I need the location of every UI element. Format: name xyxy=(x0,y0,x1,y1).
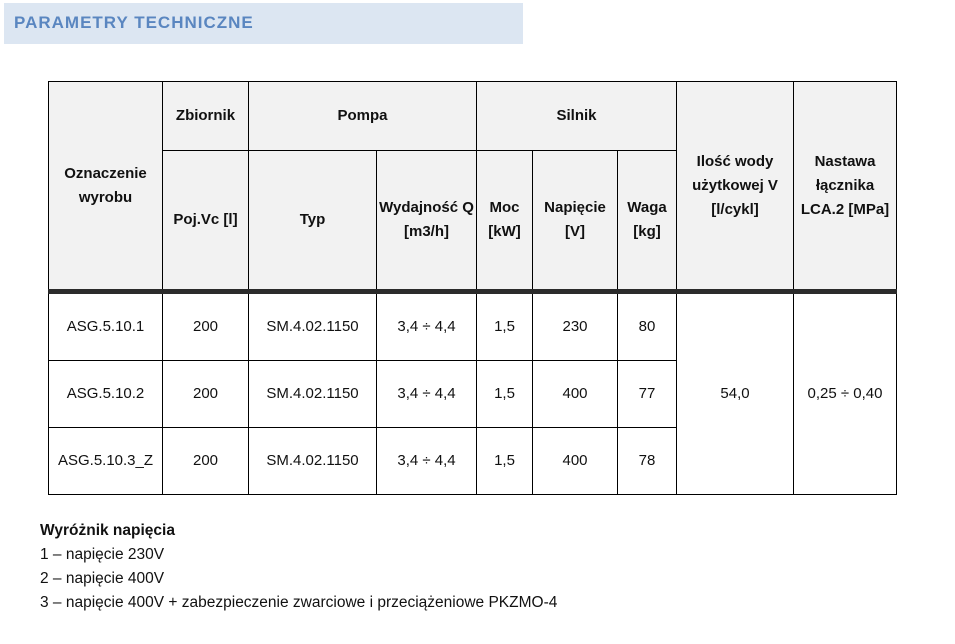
cell-switch: 0,25 ÷ 0,40 xyxy=(793,289,897,495)
cell-capacity: 200 xyxy=(162,360,249,428)
legend-title: Wyróżnik napięcia xyxy=(40,522,175,539)
header-voltage: Napięcie [V] xyxy=(532,150,618,292)
cell-power: 1,5 xyxy=(476,289,533,361)
legend-item: 2 – napięcie 400V xyxy=(40,570,165,587)
cell-water: 54,0 xyxy=(676,289,794,495)
cell-capacity: 200 xyxy=(162,427,249,495)
cell-type: SM.4.02.1150 xyxy=(248,427,377,495)
header-pump: Pompa xyxy=(248,81,477,151)
technical-parameters-table: Oznaczenie wyrobu Zbiornik Pompa Silnik … xyxy=(48,81,897,495)
header-switch: Nastawa łącznika LCA.2 [MPa] xyxy=(793,81,897,292)
header-tank: Zbiornik xyxy=(162,81,249,151)
cell-voltage: 400 xyxy=(532,360,618,428)
cell-voltage: 400 xyxy=(532,427,618,495)
section-title: PARAMETRY TECHNICZNE xyxy=(14,13,254,32)
cell-weight: 78 xyxy=(617,427,677,495)
table-row: ASG.5.10.2 200 SM.4.02.1150 3,4 ÷ 4,4 1,… xyxy=(48,360,897,428)
legend-item: 1 – napięcie 230V xyxy=(40,546,165,563)
cell-voltage: 230 xyxy=(532,289,618,361)
header-motor: Silnik xyxy=(476,81,677,151)
cell-weight: 77 xyxy=(617,360,677,428)
cell-output: 3,4 ÷ 4,4 xyxy=(376,427,477,495)
header-pump-output: Wydajność Q [m3/h] xyxy=(376,150,477,292)
cell-power: 1,5 xyxy=(476,427,533,495)
header-pump-type: Typ xyxy=(248,150,377,292)
table-row: ASG.5.10.3_Z 200 SM.4.02.1150 3,4 ÷ 4,4 … xyxy=(48,427,897,495)
cell-type: SM.4.02.1150 xyxy=(248,289,377,361)
cell-output: 3,4 ÷ 4,4 xyxy=(376,360,477,428)
header-power: Moc [kW] xyxy=(476,150,533,292)
cell-power: 1,5 xyxy=(476,360,533,428)
cell-capacity: 200 xyxy=(162,289,249,361)
cell-output: 3,4 ÷ 4,4 xyxy=(376,289,477,361)
header-tank-capacity: Poj.Vc [l] xyxy=(162,150,249,292)
cell-product: ASG.5.10.1 xyxy=(48,289,163,361)
section-banner: PARAMETRY TECHNICZNE xyxy=(4,3,523,44)
cell-product: ASG.5.10.3_Z xyxy=(48,427,163,495)
table-row: ASG.5.10.1 200 SM.4.02.1150 3,4 ÷ 4,4 1,… xyxy=(48,289,897,495)
cell-type: SM.4.02.1150 xyxy=(248,360,377,428)
cell-weight: 80 xyxy=(617,289,677,361)
header-product: Oznaczenie wyrobu xyxy=(48,81,163,292)
voltage-legend: Wyróżnik napięcia 1 – napięcie 230V 2 – … xyxy=(40,519,557,615)
legend-item: 3 – napięcie 400V + zabezpieczenie zwarc… xyxy=(40,594,558,611)
header-water: Ilość wody użytkowej V [l/cykl] xyxy=(676,81,794,292)
header-weight: Waga [kg] xyxy=(617,150,677,292)
cell-product: ASG.5.10.2 xyxy=(48,360,163,428)
